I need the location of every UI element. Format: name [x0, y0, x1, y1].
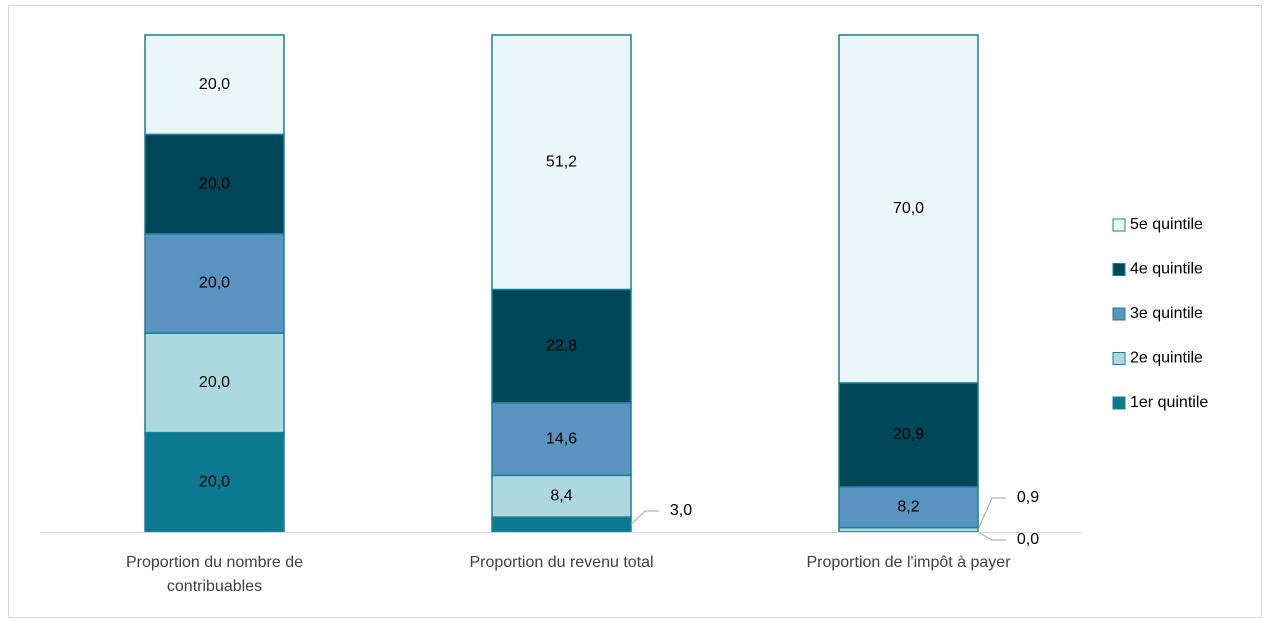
bar-segment [491, 288, 632, 404]
x-tick-label: Proportion du nombre de contribuables [126, 554, 303, 595]
x-tick-label: Proportion de l'impôt à payer [806, 554, 1011, 571]
bar-segment [491, 402, 632, 477]
value-label: 20,0 [199, 374, 230, 391]
value-label: 8,4 [550, 487, 572, 504]
legend-swatch [1112, 218, 1126, 232]
value-label: 51,2 [546, 153, 577, 170]
leader-line [630, 510, 659, 525]
value-label: 20,9 [893, 426, 924, 443]
value-label: 22,8 [546, 337, 577, 354]
value-label: 0,9 [1017, 489, 1039, 506]
legend-swatch [1112, 307, 1126, 321]
legend-swatch [1112, 352, 1126, 365]
value-label: 20,0 [199, 474, 230, 491]
chart-frame [8, 5, 1262, 618]
legend-label: 3e quintile [1130, 305, 1203, 322]
value-label: 20,0 [199, 76, 230, 93]
bar-segment [491, 34, 632, 291]
bar-segment [838, 382, 979, 488]
value-label: 20,0 [199, 175, 230, 192]
legend-label: 4e quintile [1130, 261, 1203, 278]
legend-label: 5e quintile [1130, 216, 1203, 233]
value-label: 3,0 [670, 502, 692, 519]
legend-label: 2e quintile [1130, 350, 1203, 367]
leader-line [977, 531, 1006, 541]
bar-segment [144, 34, 285, 136]
legend-label: 1er quintile [1130, 394, 1208, 411]
leader-line [977, 497, 1006, 530]
value-label: 70,0 [893, 200, 924, 217]
value-label: 14,6 [546, 430, 577, 447]
bar-segment [491, 474, 632, 518]
legend-swatch [1112, 396, 1126, 410]
bar-segment [491, 516, 632, 533]
bar-segment [144, 332, 285, 434]
value-label: 8,2 [897, 498, 919, 515]
x-tick-label: Proportion du revenu total [469, 554, 654, 571]
bar-segment [144, 133, 285, 235]
bar-segment [838, 34, 979, 384]
legend-swatch [1112, 263, 1126, 276]
value-label: 0,0 [1017, 531, 1039, 548]
value-label: 20,0 [199, 275, 230, 292]
